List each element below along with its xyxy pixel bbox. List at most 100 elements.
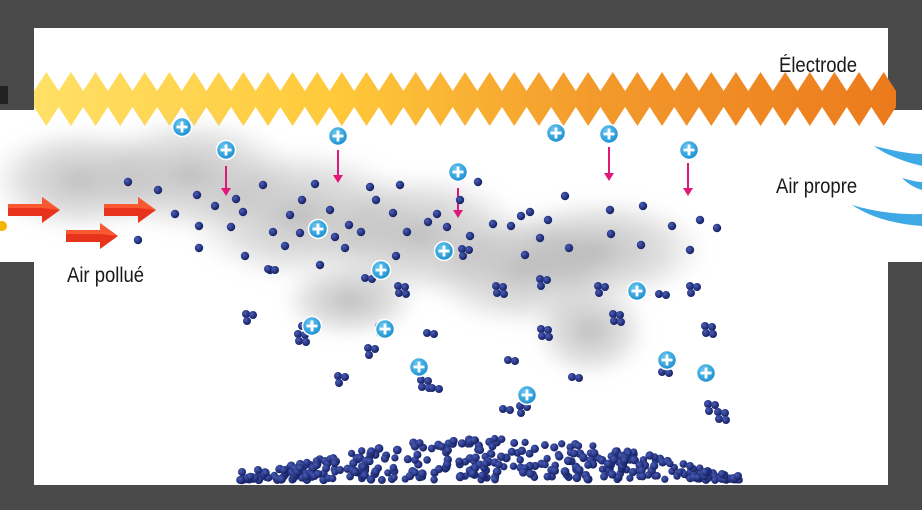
- plus-ion-icon: [301, 315, 323, 337]
- dust-particle-icon: [525, 207, 535, 217]
- plus-ion-icon: [626, 280, 648, 302]
- dust-particle-icon: [598, 465, 607, 473]
- dust-particle-icon: [491, 475, 499, 484]
- dust-particle-icon: [675, 468, 684, 476]
- dust-particle-icon: [495, 460, 503, 469]
- dust-particle-icon: [620, 456, 629, 464]
- dust-particle-icon: [481, 459, 490, 468]
- electrode-spikes: [34, 72, 896, 126]
- dust-particle-icon: [563, 456, 573, 466]
- dust-particle-icon: [506, 221, 516, 231]
- dust-particle-icon: [423, 329, 438, 338]
- dust-particle-icon: [192, 190, 202, 200]
- dust-particle-icon: [718, 470, 726, 478]
- dust-particle-icon: [470, 436, 479, 445]
- dust-particle-icon: [394, 282, 410, 298]
- dust-particle-icon: [686, 462, 694, 470]
- dust-particle-icon: [403, 455, 412, 464]
- dust-particle-icon: [589, 442, 597, 450]
- dust-particle-icon: [517, 446, 527, 455]
- dust-particle-icon: [449, 436, 458, 445]
- dust-particle-icon: [277, 474, 286, 484]
- dust-particle-icon: [540, 441, 549, 450]
- dust-particle-icon: [685, 245, 695, 255]
- electrode: [34, 72, 896, 126]
- dust-particle-icon: [314, 470, 322, 478]
- dust-particle-icon: [390, 473, 398, 482]
- inlet-edge-hint: [0, 86, 8, 104]
- dust-particle-icon: [465, 231, 475, 241]
- ions: [171, 116, 717, 406]
- dust-particle-icon: [315, 260, 325, 270]
- dust-particle-icon: [391, 454, 399, 462]
- dust-particle-icon: [638, 201, 648, 211]
- dust-particle-icon: [628, 467, 638, 477]
- dust-particle-icon: [590, 449, 599, 458]
- dust-particle-icon: [432, 209, 442, 219]
- dust-particle-icon: [666, 460, 674, 468]
- dust-particle-icon: [458, 245, 473, 260]
- dust-particle-icon: [492, 282, 508, 298]
- dust-particle-icon: [570, 449, 579, 458]
- dust-particle-icon: [349, 459, 358, 468]
- dust-particle-icon: [679, 460, 688, 468]
- dust-particle-icon: [579, 453, 588, 462]
- dust-particle-icon: [170, 209, 180, 219]
- dust-particle-icon: [238, 468, 246, 476]
- dust-particle-icon: [609, 310, 625, 326]
- dust-particle-icon: [492, 467, 502, 476]
- dust-particle-icon: [594, 282, 609, 297]
- plus-ion-icon: [408, 356, 430, 378]
- arrow-down-icon: [333, 150, 343, 183]
- dust-particle-icon: [351, 468, 359, 476]
- dust-particle-icon: [330, 459, 339, 468]
- dust-particle-icon: [712, 223, 722, 233]
- polluted-air-label: Air pollué: [67, 264, 145, 287]
- dust-particle-icon: [226, 222, 236, 232]
- dust-particle-icon: [430, 475, 438, 484]
- dust-particle-icon: [488, 219, 498, 229]
- dust-particle-icon: [543, 454, 551, 463]
- plus-ion-icon: [307, 218, 329, 240]
- dust-particle-icon: [377, 476, 386, 484]
- dust-particle-icon: [210, 201, 220, 211]
- dust-particle-icon: [473, 177, 483, 187]
- dust-particle-icon: [328, 474, 337, 483]
- dust-particle-icon: [497, 435, 506, 444]
- arrow-right-icon: [8, 197, 60, 223]
- dust-particle-icon: [344, 220, 354, 230]
- clean-air-streaks: [852, 146, 922, 226]
- particle-clusters: [242, 245, 730, 424]
- dust-particle-icon: [537, 325, 553, 341]
- dust-particle-icon: [653, 472, 661, 480]
- dust-particle-icon: [518, 468, 528, 477]
- dust-particle-icon: [550, 443, 559, 452]
- dust-particle-icon: [543, 215, 553, 225]
- wall-left-lower: [0, 262, 34, 510]
- dust-particle-icon: [667, 221, 677, 231]
- dust-particle-icon: [694, 473, 702, 482]
- dust-particle-icon: [336, 466, 344, 474]
- dust-particle-icon: [427, 444, 436, 453]
- dust-particle-icon: [564, 243, 574, 253]
- dust-particle-icon: [434, 465, 444, 474]
- dust-particle-icon: [312, 461, 321, 470]
- dust-particle-icon: [254, 466, 262, 474]
- arrow-down-icon: [221, 166, 231, 196]
- dust-particle-icon: [360, 471, 369, 480]
- dust-particle-icon: [402, 227, 412, 237]
- dust-particle-icon: [357, 447, 366, 455]
- dust-particle-icon: [507, 447, 516, 456]
- dust-particle-icon: [603, 459, 613, 469]
- dust-particle-icon: [285, 210, 295, 220]
- dust-particle-icon: [455, 457, 464, 466]
- dust-particle-icon: [340, 243, 350, 253]
- dust-particle-icon: [605, 205, 615, 215]
- dust-particle-icon: [237, 475, 246, 484]
- dust-particle-icon: [558, 440, 566, 448]
- dust-particle-icon: [583, 475, 592, 483]
- dust-particle-icon: [428, 384, 443, 393]
- dust-particle-icon: [365, 182, 375, 192]
- dust-particle-icon: [686, 282, 701, 297]
- dust-particle-icon: [359, 463, 367, 471]
